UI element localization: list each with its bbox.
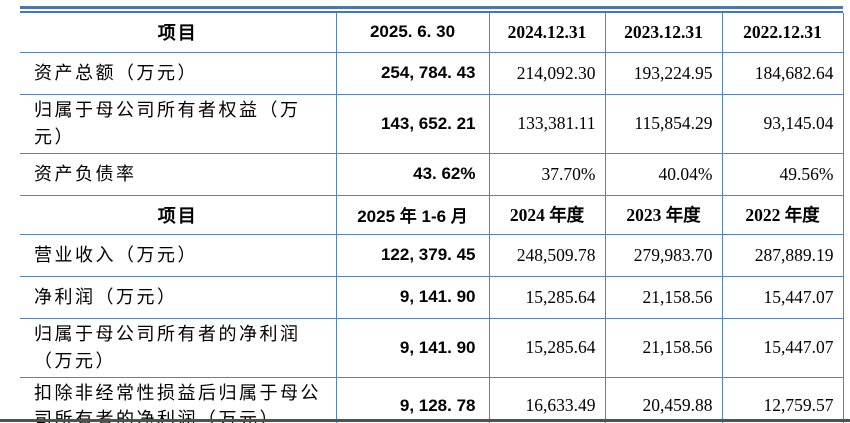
header-fy2024: 2024 年度 [488,195,606,235]
cell-value: 12,759.57 [721,377,844,423]
row-deducted-net-profit: 扣除非经常性损益后归属于母公司所有者的净利润（万元） 9, 128. 78 16… [20,377,844,423]
row-revenue: 营业收入（万元） 122, 379. 45 248,509.78 279,983… [20,234,844,277]
cell-value: 20,459.88 [604,377,723,423]
row-label: 资产总额（万元） [20,52,337,95]
header-2025-h1: 2025 年 1-6 月 [335,195,490,235]
row-label: 净利润（万元） [20,276,337,319]
row-parent-net-profit: 归属于母公司所有者的净利润（万元） 9, 141. 90 15,285.64 2… [20,318,844,378]
cell-value: 122, 379. 45 [335,234,490,277]
table-top-double-border [20,6,843,13]
cell-value: 214,092.30 [488,52,606,95]
cell-value: 248,509.78 [488,234,606,277]
row-net-profit: 净利润（万元） 9, 141. 90 15,285.64 21,158.56 1… [20,276,844,319]
header-fy2022: 2022 年度 [721,195,844,235]
financial-table-container: 项目 2025. 6. 30 2024.12.31 2023.12.31 202… [20,6,844,423]
cell-value: 15,447.07 [721,276,844,319]
cell-value: 49.56% [721,153,844,196]
cell-value: 115,854.29 [604,94,723,154]
cell-value: 15,285.64 [488,276,606,319]
header-2024-12-31: 2024.12.31 [488,13,606,53]
row-label: 资产负债率 [20,153,337,196]
cell-value: 133,381.11 [488,94,606,154]
header-item: 项目 [20,13,337,53]
financial-summary-table: 项目 2025. 6. 30 2024.12.31 2023.12.31 202… [20,13,844,423]
cell-value: 37.70% [488,153,606,196]
row-debt-ratio: 资产负债率 43. 62% 37.70% 40.04% 49.56% [20,153,844,196]
cell-value: 15,447.07 [721,318,844,378]
cell-value: 9, 141. 90 [335,318,490,378]
cell-value: 21,158.56 [604,276,723,319]
row-total-assets: 资产总额（万元） 254, 784. 43 214,092.30 193,224… [20,52,844,95]
row-label: 归属于母公司所有者的净利润（万元） [20,318,337,378]
cell-value: 9, 141. 90 [335,276,490,319]
header-2023-12-31: 2023.12.31 [604,13,723,53]
cell-value: 15,285.64 [488,318,606,378]
header-2022-12-31: 2022.12.31 [721,13,844,53]
header-row-income: 项目 2025 年 1-6 月 2024 年度 2023 年度 2022 年度 [20,195,844,235]
cell-value: 43. 62% [335,153,490,196]
header-item: 项目 [20,195,337,235]
cell-value: 21,158.56 [604,318,723,378]
header-fy2023: 2023 年度 [604,195,723,235]
row-label: 营业收入（万元） [20,234,337,277]
cell-value: 9, 128. 78 [335,377,490,423]
cell-value: 93,145.04 [721,94,844,154]
cell-value: 254, 784. 43 [335,52,490,95]
cell-value: 287,889.19 [721,234,844,277]
header-row-balance: 项目 2025. 6. 30 2024.12.31 2023.12.31 202… [20,13,844,53]
row-label: 扣除非经常性损益后归属于母公司所有者的净利润（万元） [20,377,337,423]
cell-value: 40.04% [604,153,723,196]
cell-value: 143, 652. 21 [335,94,490,154]
window-bottom-edge [0,419,850,422]
row-parent-equity: 归属于母公司所有者权益（万元） 143, 652. 21 133,381.11 … [20,94,844,154]
cell-value: 16,633.49 [488,377,606,423]
row-label: 归属于母公司所有者权益（万元） [20,94,337,154]
header-2025-06-30: 2025. 6. 30 [335,13,490,53]
cell-value: 193,224.95 [604,52,723,95]
cell-value: 279,983.70 [604,234,723,277]
cell-value: 184,682.64 [721,52,844,95]
